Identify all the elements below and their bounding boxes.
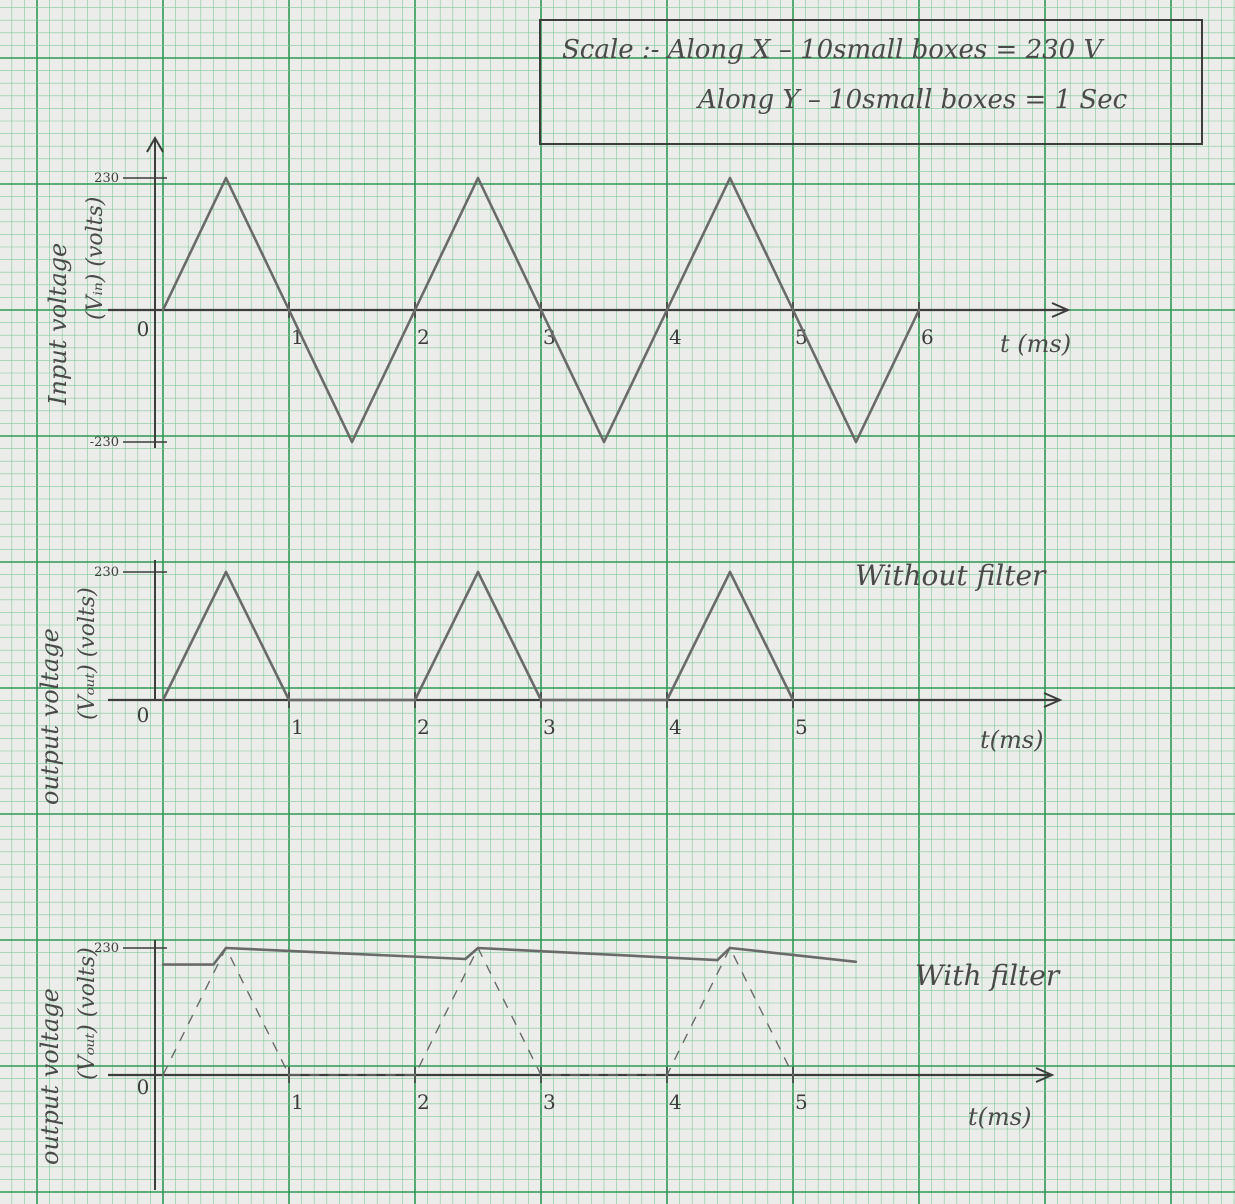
x-tick-label: 5 bbox=[795, 1090, 808, 1114]
origin-label: 0 bbox=[137, 317, 150, 341]
chart-panel-3: 230 1 2 3 4 5 0 t(ms) output voltage (Vₒᵤₜ) (volt… bbox=[36, 940, 1061, 1190]
data-point bbox=[791, 698, 795, 702]
data-point bbox=[665, 308, 669, 312]
data-point bbox=[212, 963, 215, 966]
y-axis-label: output voltage bbox=[36, 628, 64, 805]
x-tick-label: 4 bbox=[669, 325, 682, 349]
data-point bbox=[287, 308, 291, 312]
data-point bbox=[728, 570, 732, 574]
data-point bbox=[161, 698, 165, 702]
y-tick-label: 230 bbox=[94, 565, 119, 580]
x-tick-label: 2 bbox=[417, 715, 430, 739]
data-point bbox=[917, 308, 921, 312]
x-axis-arrow bbox=[1035, 1067, 1055, 1083]
y-axis-label-units: (Vᵢₙ) (volts) bbox=[83, 197, 108, 320]
x-tick-label: 1 bbox=[291, 715, 304, 739]
y-axis-label-units: (Vₒᵤₜ) (volts) bbox=[75, 947, 100, 1080]
data-point bbox=[161, 963, 165, 966]
origin-label: 0 bbox=[137, 1075, 150, 1099]
x-tick-label: 2 bbox=[417, 1090, 430, 1114]
data-point bbox=[476, 176, 480, 180]
x-tick-label: 4 bbox=[669, 1090, 682, 1114]
data-point bbox=[476, 946, 480, 950]
data-point bbox=[224, 946, 228, 950]
y-axis-label: Input voltage bbox=[44, 243, 72, 406]
y-tick-label: 230 bbox=[94, 171, 119, 186]
data-point bbox=[854, 440, 858, 444]
x-axis-arrow bbox=[1051, 302, 1071, 318]
data-point bbox=[716, 958, 719, 962]
x-tick-label: 1 bbox=[291, 1090, 304, 1114]
data-point bbox=[413, 1073, 417, 1077]
data-point bbox=[287, 698, 291, 702]
data-point bbox=[413, 308, 417, 312]
data-point bbox=[287, 1073, 291, 1077]
annotation-label: Without filter bbox=[855, 559, 1047, 592]
data-point bbox=[539, 698, 543, 702]
x-tick-label: 5 bbox=[795, 325, 808, 349]
data-point bbox=[665, 698, 669, 702]
x-tick-label: 2 bbox=[417, 325, 430, 349]
data-point bbox=[413, 698, 417, 702]
data-point bbox=[791, 1073, 795, 1077]
y-tick-label: 230 bbox=[94, 941, 119, 956]
data-point bbox=[602, 440, 606, 444]
y-tick-label: -230 bbox=[90, 435, 119, 450]
chart-panel-2: 230 1 2 3 4 5 0 t(ms) output voltage (Vₒᵤₜ) (volt… bbox=[36, 559, 1063, 805]
annotation-label: With filter bbox=[915, 959, 1061, 992]
y-axis-arrow bbox=[146, 135, 164, 153]
data-point bbox=[854, 960, 858, 964]
x-tick-label: 3 bbox=[543, 325, 556, 349]
x-tick-label: 4 bbox=[669, 715, 682, 739]
y-axis-label: output voltage bbox=[36, 988, 64, 1165]
scale-line-1: Scale :- Along X – 10small boxes = 230 V bbox=[562, 35, 1104, 65]
scale-box-frame bbox=[539, 19, 1203, 145]
data-point bbox=[665, 1073, 669, 1077]
x-tick-label: 1 bbox=[291, 325, 304, 349]
data-point bbox=[476, 570, 480, 574]
data-point bbox=[791, 308, 795, 312]
x-tick-label: 3 bbox=[543, 715, 556, 739]
x-axis-label: t (ms) bbox=[1000, 330, 1071, 358]
data-point bbox=[728, 176, 732, 180]
x-tick-label: 5 bbox=[795, 715, 808, 739]
data-point bbox=[161, 1073, 165, 1077]
data-point bbox=[728, 946, 732, 950]
scale-box: Scale :- Along X – 10small boxes = 230 V… bbox=[539, 19, 1203, 145]
data-point bbox=[539, 1073, 543, 1077]
data-point bbox=[161, 308, 165, 312]
data-point bbox=[224, 176, 228, 180]
waveform-line bbox=[163, 946, 857, 966]
x-axis-label: t(ms) bbox=[968, 1103, 1031, 1131]
y-axis-label-units: (Vₒᵤₜ) (volts) bbox=[75, 587, 100, 720]
x-axis-label: t(ms) bbox=[980, 726, 1043, 754]
x-tick-label: 6 bbox=[921, 325, 934, 349]
scale-line-2: Along Y – 10small boxes = 1 Sec bbox=[696, 85, 1128, 115]
data-point bbox=[350, 440, 354, 444]
x-tick-label: 3 bbox=[543, 1090, 556, 1114]
x-axis-arrow bbox=[1043, 692, 1063, 708]
data-point bbox=[539, 308, 543, 312]
data-point bbox=[464, 957, 467, 961]
origin-label: 0 bbox=[137, 703, 150, 727]
data-point bbox=[224, 570, 228, 574]
chart-panel-1: 230 -230 1 2 3 4 5 6 0 t (ms) Input voltage (Vᵢₙ) (… bbox=[44, 135, 1071, 450]
